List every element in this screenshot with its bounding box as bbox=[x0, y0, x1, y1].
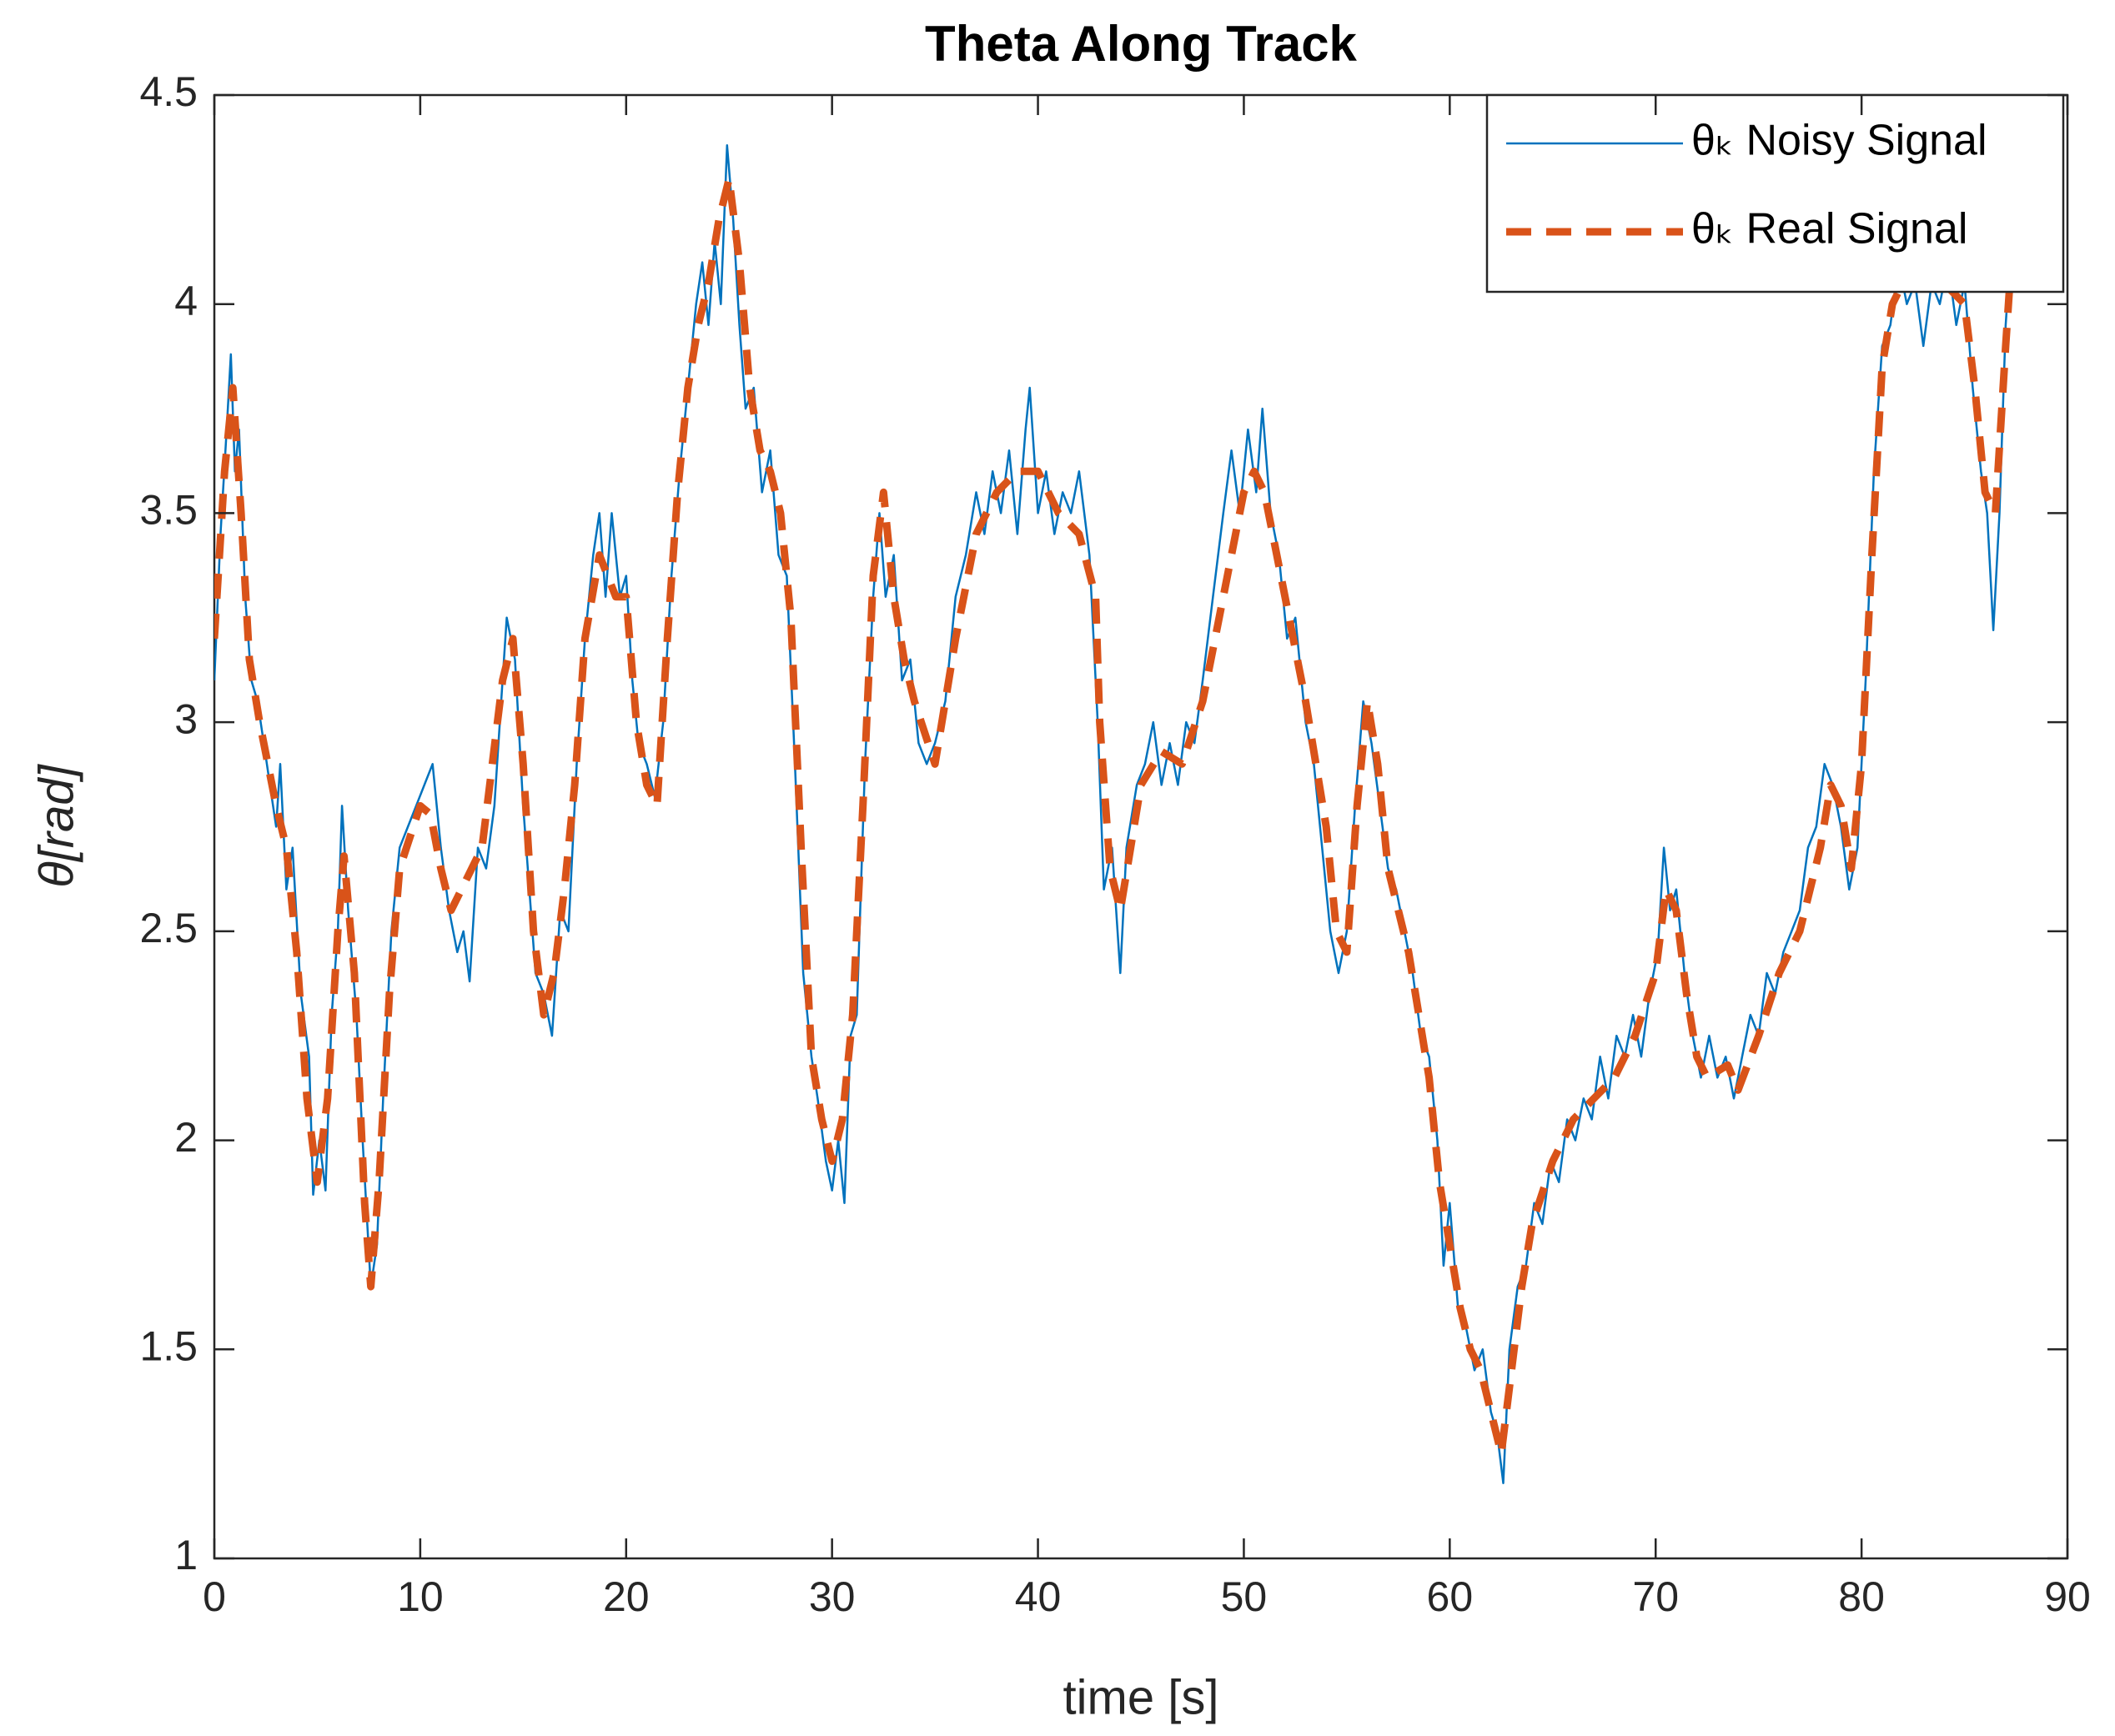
y-tick-label: 1 bbox=[174, 1532, 198, 1578]
x-tick-label: 80 bbox=[1838, 1573, 1885, 1620]
y-tick-label: 3 bbox=[174, 695, 198, 742]
y-tick-label: 2.5 bbox=[139, 905, 198, 951]
x-tick-label: 60 bbox=[1427, 1573, 1474, 1620]
y-tick-label: 3.5 bbox=[139, 487, 198, 534]
data-line bbox=[214, 174, 2014, 1458]
y-tick-label: 4 bbox=[174, 278, 198, 324]
plot-lines bbox=[214, 143, 2014, 1484]
x-axis-label: time [s] bbox=[1063, 1670, 1219, 1724]
y-tick-label: 1.5 bbox=[139, 1322, 198, 1369]
legend: θₖ Noisy Signal θₖ Real Signal bbox=[1485, 93, 2065, 294]
y-axis-label: θ[rad] bbox=[29, 763, 83, 887]
x-tick-label: 10 bbox=[397, 1573, 444, 1620]
x-tick-label: 50 bbox=[1221, 1573, 1268, 1620]
x-tick-label: 70 bbox=[1632, 1573, 1679, 1620]
plot-area bbox=[213, 93, 2069, 1560]
y-tick-label: 2 bbox=[174, 1114, 198, 1161]
x-tick-label: 30 bbox=[809, 1573, 856, 1620]
legend-label: θₖ Real Signal bbox=[1691, 205, 1967, 253]
y-tick-label: 4.5 bbox=[139, 68, 198, 115]
legend-box bbox=[1485, 93, 2065, 294]
legend-label: θₖ Noisy Signal bbox=[1691, 117, 1987, 165]
x-tick-label: 20 bbox=[603, 1573, 650, 1620]
chart-title: Theta Along Track bbox=[925, 16, 1358, 72]
x-tick-label: 0 bbox=[203, 1573, 226, 1620]
x-tick-label: 40 bbox=[1015, 1573, 1062, 1620]
x-tick-label: 90 bbox=[2044, 1573, 2091, 1620]
